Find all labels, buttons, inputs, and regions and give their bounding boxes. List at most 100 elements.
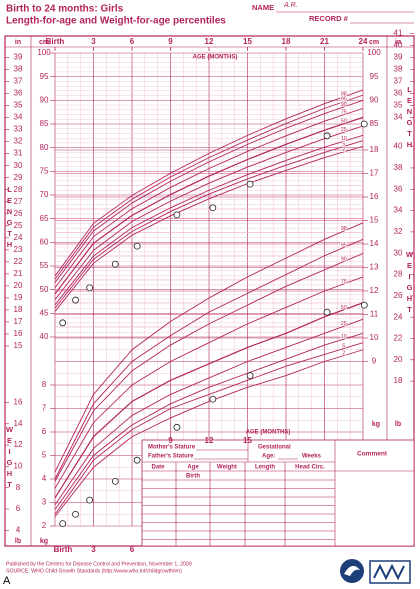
y-in-tick-label: 25	[14, 221, 23, 230]
y-in-tick-label: 37	[394, 77, 403, 86]
y-in-tick-label: 30	[14, 161, 23, 170]
y2-lb-tick-label: 34	[394, 206, 403, 215]
y2-lb-tick-label: 8	[16, 483, 21, 492]
y-in-tick-label: 28	[14, 185, 23, 194]
form-rows	[142, 440, 336, 546]
y2-tick-label: 11	[370, 310, 379, 319]
logo	[344, 565, 360, 576]
y-in-tick-label: 41	[394, 29, 403, 38]
percentile-curve	[54, 99, 364, 283]
y-tick-label: 40	[40, 332, 49, 341]
percentile-curve	[54, 107, 364, 289]
percentile-label: 5	[342, 344, 345, 350]
y2-lb-tick-label: 22	[394, 334, 403, 343]
measurement-point	[209, 395, 217, 403]
x-tick-label: 15	[243, 37, 252, 46]
y-in-tick-label: 20	[14, 281, 23, 290]
y-tick-label: 75	[40, 166, 49, 175]
percentile-curve	[54, 349, 364, 517]
y-in-tick-label: 17	[14, 317, 23, 326]
logo	[373, 563, 405, 581]
measurement-point	[173, 423, 181, 431]
measurement-point	[173, 211, 181, 219]
percentile-curve	[54, 302, 364, 499]
y2-lb-tick-label: 26	[394, 291, 403, 300]
y2-lb-tick-label: 12	[14, 440, 23, 449]
x-tick-label: 6	[130, 545, 135, 554]
y-in-tick-label: 37	[14, 77, 23, 86]
y-in-tick-label: 33	[14, 125, 23, 134]
form-label: Comment	[357, 451, 388, 458]
form-label: Weeks	[302, 454, 322, 460]
y-tick-label: 95	[40, 72, 49, 81]
y-tick-label: 85	[370, 119, 379, 128]
x-axis-title: AGE (MONTHS)	[246, 430, 291, 436]
y2-lb-tick-label: 10	[14, 462, 23, 471]
form: Mother's Stature Father's Stature Gestat…	[141, 439, 415, 547]
percentile-label: 10	[341, 334, 347, 340]
y2-tick-label: 17	[370, 169, 379, 178]
measurement-point	[111, 477, 119, 485]
y2-lb-tick-label: 24	[394, 312, 403, 321]
y2-axis-title: WEIGHT	[405, 250, 414, 316]
x-tick-label: 9	[168, 436, 173, 445]
y2-tick-label: 13	[370, 263, 379, 272]
y2-tick-label: 12	[370, 286, 379, 295]
y2-tick-label: 18	[370, 145, 379, 154]
name-label: NAME	[252, 3, 274, 12]
percentile-label: 98	[341, 226, 347, 232]
y-in-tick-label: 39	[394, 53, 403, 62]
y-tick-label: 90	[370, 95, 379, 104]
measurement-point	[59, 520, 67, 528]
unit-label: lb	[15, 538, 21, 545]
footer-text: SOURCE: WHO Child Growth Standards (http…	[6, 568, 182, 574]
x-axis-title: AGE (MONTHS)	[193, 55, 238, 61]
y2-tick-label: 9	[372, 357, 377, 366]
measurement-point	[72, 296, 79, 304]
y-in-tick-label: 19	[14, 293, 23, 302]
y-tick-label: 45	[40, 308, 49, 317]
y2-lb-tick-label: 28	[394, 270, 403, 279]
x-tick-label: 3	[91, 545, 96, 554]
name-value: A.R.	[283, 2, 298, 9]
y2-lb-tick-label: 30	[394, 248, 403, 257]
x-tick-label: 15	[243, 436, 252, 445]
unit-label: in	[15, 39, 21, 46]
y-in-tick-label: 38	[394, 65, 403, 74]
y2-tick-label: 16	[370, 192, 379, 201]
percentile-curve	[54, 94, 364, 280]
measurement-point	[111, 260, 119, 268]
measurement-point	[246, 372, 254, 380]
measurement-point	[209, 204, 217, 212]
percentile-curve	[54, 134, 364, 306]
x-tick-label: 12	[205, 37, 214, 46]
x-tick-label: Birth	[46, 37, 65, 46]
column-header: Head Circ.	[295, 465, 325, 471]
percentile-curve	[54, 145, 364, 312]
y-tick-label: 70	[40, 190, 49, 199]
y2-tick-label: 15	[370, 216, 379, 225]
measurement-point	[246, 180, 254, 188]
percentile-label: 90	[341, 102, 347, 108]
y-in-tick-label: 40	[394, 41, 403, 50]
y2-lb-tick-label: 38	[394, 163, 403, 172]
y2-lb-tick-label: 6	[16, 504, 21, 513]
y-in-tick-label: 34	[394, 113, 403, 122]
percentile-label: 95	[341, 242, 347, 248]
measurement-point	[86, 496, 94, 504]
x-tick-label: 12	[205, 436, 214, 445]
unit-label: kg	[372, 421, 380, 428]
chart-subtitle: Length-for-age and Weight-for-age percen…	[6, 16, 226, 27]
y2-lb-tick-label: 18	[394, 376, 403, 385]
y2-tick-label: 4	[42, 474, 47, 483]
y-in-tick-label: 27	[14, 197, 23, 206]
percentile-curve	[54, 318, 364, 506]
y2-tick-label: 8	[42, 380, 47, 389]
percentile-label: 50	[341, 119, 347, 125]
measurement-point	[360, 301, 368, 309]
y-in-tick-label: 21	[14, 269, 23, 278]
y-in-tick-label: 36	[14, 89, 23, 98]
y-in-tick-label: 36	[394, 89, 403, 98]
percentile-curve	[54, 222, 364, 473]
column-header: Weight	[217, 465, 237, 471]
